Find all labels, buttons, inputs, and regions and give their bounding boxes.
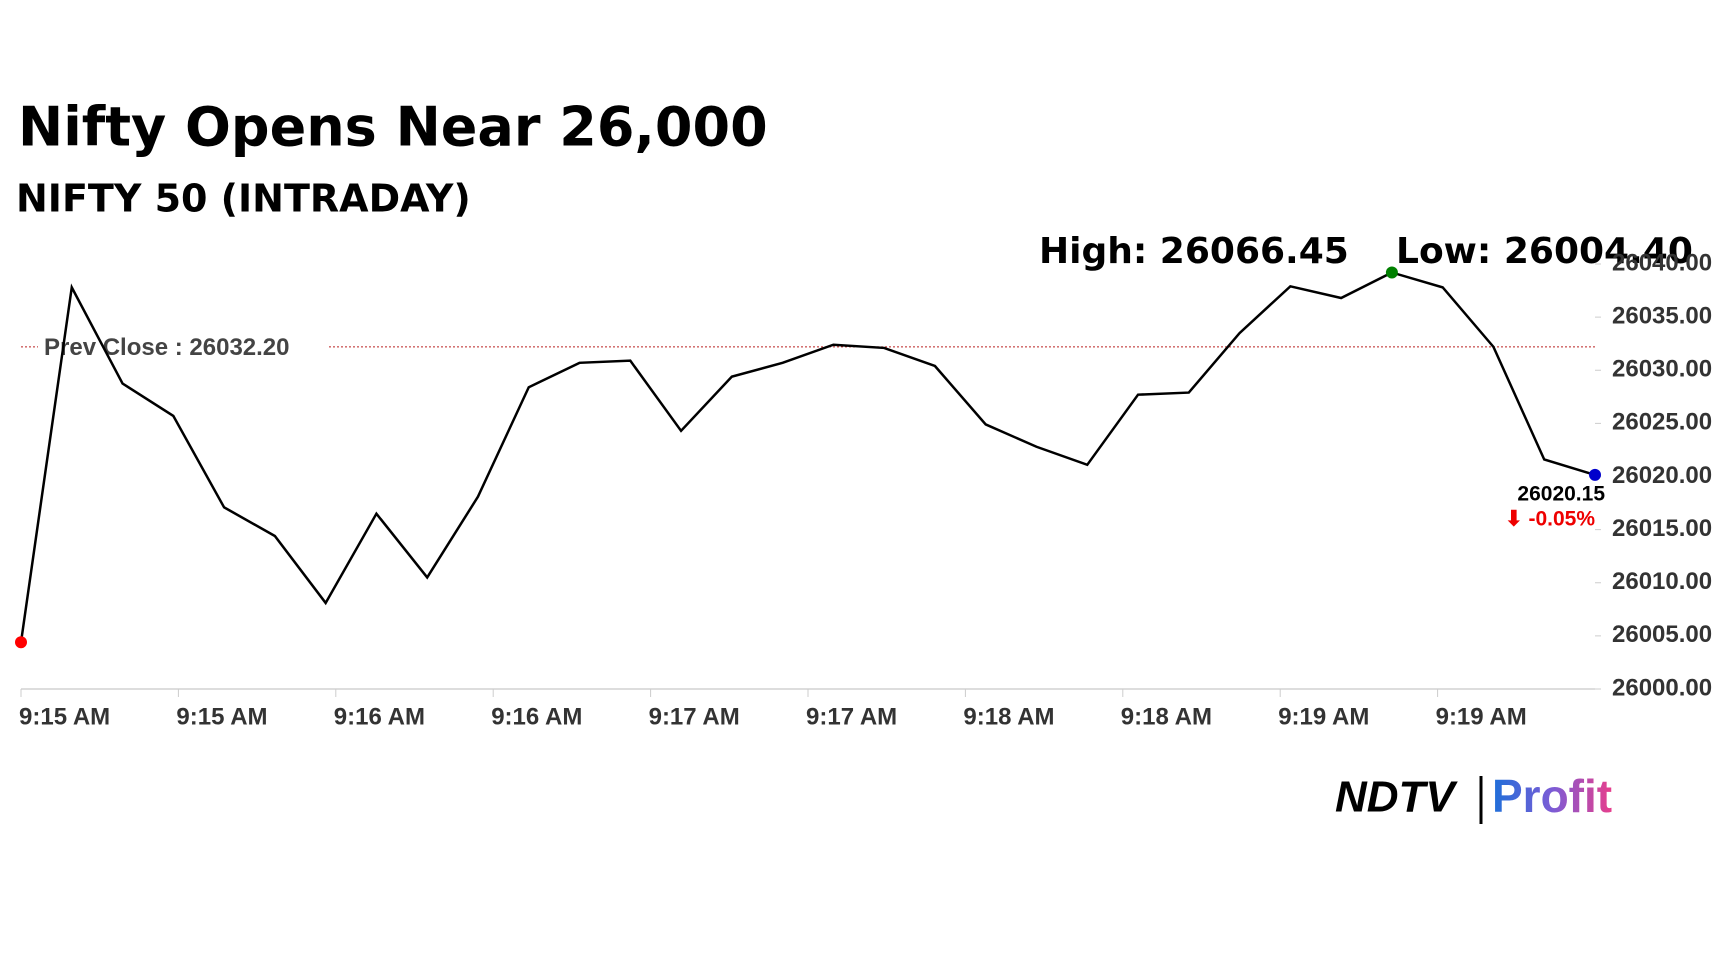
y-tick-label: 26040.00 — [1612, 249, 1712, 276]
high-label: High: 26066.45 — [1039, 231, 1349, 272]
price-line — [19, 271, 1596, 643]
y-tick-label: 26010.00 — [1612, 568, 1712, 595]
x-tick-label: 9:18 AM — [1121, 703, 1212, 730]
prev-close-label: Prev Close : 26032.20 — [44, 334, 290, 361]
chart-title: Nifty Opens Near 26,000 — [18, 96, 768, 159]
x-tick-label: 9:18 AM — [963, 703, 1054, 730]
x-tick-label: 9:15 AM — [19, 703, 110, 730]
y-tick-label: 26005.00 — [1612, 621, 1712, 648]
y-tick-label: 26015.00 — [1612, 515, 1712, 542]
last-value-label: 26020.15 — [1517, 482, 1605, 505]
x-tick-label: 9:19 AM — [1436, 703, 1527, 730]
x-tick-label: 9:16 AM — [491, 703, 582, 730]
chart-subtitle: NIFTY 50 (INTRADAY) — [16, 177, 471, 221]
y-tick-label: 26025.00 — [1612, 409, 1712, 436]
y-tick-label: 26020.00 — [1612, 462, 1712, 489]
logo-ndtv: NDTV — [1335, 773, 1458, 822]
y-tick-label: 26035.00 — [1612, 302, 1712, 329]
x-tick-label: 9:17 AM — [649, 703, 740, 730]
x-tick-label: 9:16 AM — [334, 703, 425, 730]
prev-close-bg — [38, 330, 328, 363]
logo-profit: Profit — [1492, 770, 1612, 822]
y-tick-label: 26000.00 — [1612, 674, 1712, 701]
y-tick-label: 26030.00 — [1612, 356, 1712, 383]
end-marker — [1589, 468, 1601, 481]
low-label: Low: 26004.40 — [1396, 231, 1693, 272]
x-tick-label: 9:19 AM — [1278, 703, 1369, 730]
x-tick-label: 9:15 AM — [176, 703, 267, 730]
high-marker — [1385, 266, 1398, 279]
x-tick-label: 9:17 AM — [806, 703, 897, 730]
change-label: ⬇ -0.05% — [1505, 507, 1595, 530]
start-marker — [15, 636, 27, 649]
